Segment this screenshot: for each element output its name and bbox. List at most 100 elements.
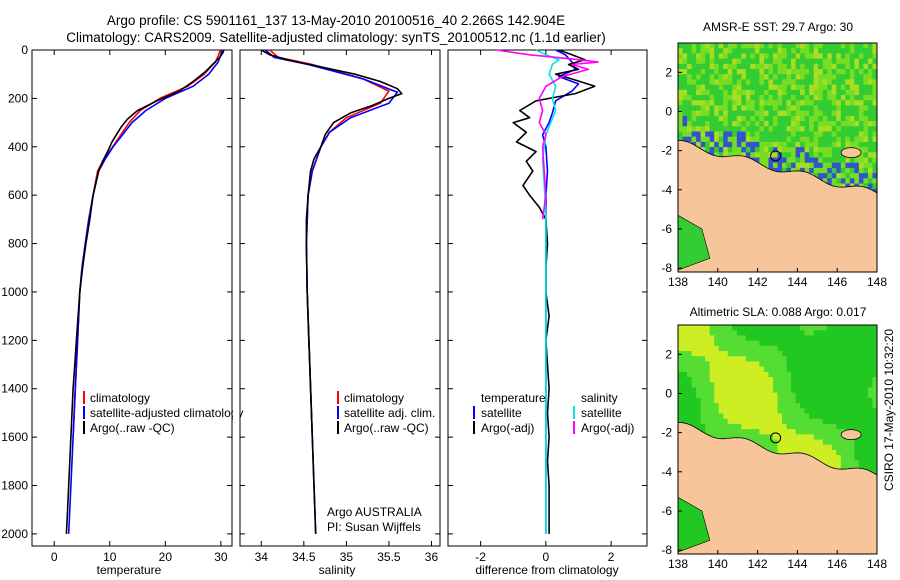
map-cell	[795, 105, 801, 112]
map-cell	[786, 434, 792, 440]
difference-xlabel: difference from climatology	[475, 563, 618, 577]
map-cell	[827, 413, 833, 420]
map-cell	[705, 79, 711, 86]
map-cell	[682, 371, 688, 378]
map-cell	[763, 95, 769, 101]
x-tick-label: 20	[159, 550, 173, 564]
map-cell	[827, 330, 833, 336]
map-cell	[727, 131, 733, 138]
map-cell	[700, 392, 706, 399]
map-cell	[750, 105, 756, 112]
map-cell	[723, 136, 729, 143]
map-cell	[845, 84, 851, 91]
map-cell	[863, 423, 869, 430]
map-cell	[800, 356, 806, 362]
map-cell	[872, 183, 877, 190]
map-cell	[696, 382, 702, 388]
map-cell	[858, 325, 864, 331]
map-cell	[867, 95, 873, 101]
map-cell	[840, 351, 846, 357]
x-tick-label: 144	[787, 275, 807, 289]
map-cell	[741, 340, 747, 347]
map-cell	[750, 63, 756, 70]
map-cell	[782, 58, 787, 65]
map-cell	[822, 439, 828, 446]
map-cell	[772, 53, 778, 60]
map-cell	[768, 366, 774, 373]
map-cell	[818, 131, 824, 138]
map-cell	[705, 392, 711, 399]
map-cell	[723, 418, 729, 425]
map-cell	[678, 79, 683, 86]
map-cell	[822, 449, 828, 456]
map-cell	[867, 110, 873, 117]
map-cell	[732, 413, 738, 420]
map-cell	[763, 115, 769, 122]
map-cell	[754, 408, 760, 414]
map-cell	[727, 63, 733, 70]
map-cell	[705, 53, 711, 60]
map-cell	[786, 371, 792, 378]
map-cell	[777, 371, 783, 378]
map-cell	[705, 371, 711, 378]
map-cell	[705, 105, 711, 112]
map-cell	[772, 141, 778, 148]
map-cell	[763, 397, 769, 404]
map-cell	[831, 100, 837, 106]
map-cell	[809, 413, 815, 420]
map-cell	[858, 366, 864, 373]
map-cell	[845, 382, 851, 388]
map-cell	[863, 325, 869, 331]
map-cell	[849, 351, 855, 357]
map-cell	[682, 121, 688, 127]
map-cell	[727, 397, 733, 404]
y-tick-label: 800	[8, 237, 28, 251]
map-cell	[854, 95, 860, 101]
y-tick-label: -6	[661, 504, 672, 518]
map-cell	[804, 126, 810, 132]
map-cell	[809, 53, 815, 60]
map-cell	[813, 351, 819, 357]
map-cell	[867, 439, 873, 446]
map-cell	[714, 131, 720, 138]
map-cell	[732, 397, 738, 404]
map-cell	[827, 444, 833, 451]
map-cell	[705, 366, 711, 373]
map-cell	[822, 429, 828, 435]
map-cell	[714, 403, 720, 409]
map-cell	[750, 48, 756, 54]
map-cell	[718, 418, 724, 425]
map-cell	[795, 361, 801, 368]
map-cell	[763, 48, 769, 54]
map-cell	[759, 110, 765, 117]
map-cell	[827, 392, 833, 399]
map-cell	[709, 121, 715, 127]
map-cell	[714, 79, 720, 86]
map-cell	[854, 141, 860, 148]
map-cell	[872, 330, 877, 336]
map-cell	[795, 152, 801, 158]
map-cell	[754, 335, 760, 342]
map-cell	[709, 330, 715, 336]
map-cell	[818, 58, 824, 65]
map-cell	[723, 325, 729, 331]
map-cell	[727, 74, 733, 80]
map-cell	[777, 408, 783, 414]
map-cell	[678, 69, 683, 75]
map-cell	[809, 439, 815, 446]
map-cell	[782, 397, 787, 404]
map-cell	[854, 126, 860, 132]
map-cell	[727, 330, 733, 336]
map-cell	[741, 95, 747, 101]
map-cell	[732, 382, 738, 388]
map-cell	[872, 465, 877, 472]
map-cell	[691, 131, 697, 138]
map-cell	[818, 330, 824, 336]
map-cell	[831, 371, 837, 378]
map-cell	[736, 351, 742, 357]
map-cell	[867, 178, 873, 184]
map-cell	[768, 74, 774, 80]
map-cell	[759, 95, 765, 101]
map-cell	[872, 69, 877, 75]
